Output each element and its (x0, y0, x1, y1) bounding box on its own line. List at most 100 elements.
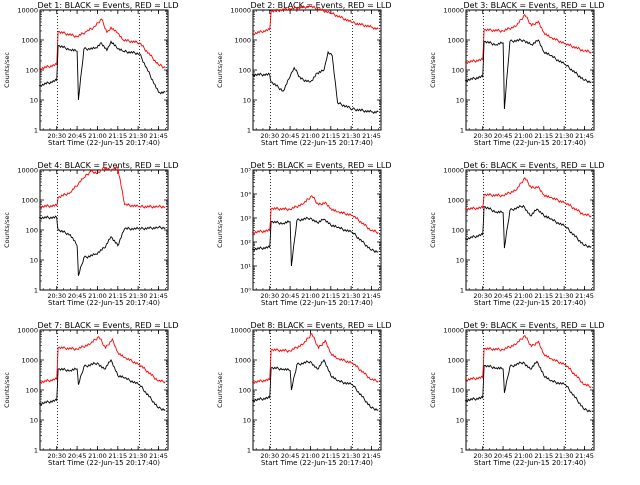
y-axis-label: Counts/sec (3, 212, 11, 248)
x-tick-label: 20:45 (494, 452, 513, 460)
y-tick-label: 10⁰ (240, 287, 251, 295)
y-axis-label: Counts/sec (216, 52, 224, 88)
plot-frame (252, 329, 382, 451)
x-tick-label: 21:30 (129, 452, 148, 460)
y-axis-label: Counts/sec (216, 372, 224, 408)
x-tick-label: 21:15 (534, 292, 553, 300)
panel-3: Det 3: BLACK = Events, RED = LLD Counts/s… (429, 1, 604, 147)
x-tick-label: 21:00 (88, 452, 107, 460)
series-line-events (39, 215, 166, 276)
y-tick-label: 100 (239, 387, 251, 395)
x-tick-label: 21:30 (129, 292, 148, 300)
y-tick-label: 10 (30, 97, 38, 105)
panel-7: Det 7: BLACK = Events, RED = LLD Counts/s… (3, 321, 178, 467)
x-tick-label: 21:00 (514, 292, 533, 300)
series-line-events (465, 360, 592, 413)
x-tick-label: 21:15 (108, 452, 127, 460)
plot-frame (465, 169, 595, 291)
x-tick-label: 20:45 (68, 132, 87, 140)
panel-4: Det 4: BLACK = Events, RED = LLD Counts/s… (3, 161, 178, 307)
x-tick-label: 20:45 (281, 452, 300, 460)
x-tick-label: 21:15 (108, 292, 127, 300)
x-tick-label: 21:15 (108, 132, 127, 140)
y-tick-label: 10 (30, 417, 38, 425)
x-tick-label: 20:45 (494, 132, 513, 140)
series-line-events (252, 359, 379, 411)
series-line-lld (39, 336, 166, 385)
y-tick-label: 10⁴ (240, 191, 251, 199)
y-tick-label: 10⁵ (240, 167, 251, 175)
x-tick-label: 20:30 (47, 132, 66, 140)
series-line-lld (39, 166, 166, 209)
y-tick-label: 1000 (21, 357, 38, 365)
x-tick-label: 21:00 (88, 132, 107, 140)
x-tick-label: 21:00 (301, 292, 320, 300)
y-axis-label: Counts/sec (429, 52, 437, 88)
series-line-lld (465, 13, 592, 65)
x-tick-label: 21:30 (129, 132, 148, 140)
x-tick-label: 21:00 (301, 132, 320, 140)
series-line-lld (252, 332, 379, 385)
x-tick-label: 21:45 (149, 292, 168, 300)
x-tick-label: 21:30 (342, 292, 361, 300)
series-line-lld (252, 195, 379, 235)
y-tick-label: 1000 (447, 197, 464, 205)
x-tick-label: 21:15 (321, 452, 340, 460)
y-tick-label: 10 (456, 97, 464, 105)
y-tick-label: 10000 (443, 167, 464, 175)
series-line-events (252, 216, 379, 267)
plot-frame (252, 169, 382, 291)
series-line-events (464, 204, 592, 249)
y-tick-label: 1000 (21, 197, 38, 205)
y-tick-label: 10000 (443, 7, 464, 15)
y-tick-label: 100 (452, 67, 464, 75)
y-tick-label: 1 (34, 447, 38, 455)
x-axis-label: Start Time (22-Jun-15 20:17:40) (48, 459, 160, 467)
panel-title: Det 7: BLACK = Events, RED = LLD (38, 321, 179, 330)
y-tick-label: 100 (452, 227, 464, 235)
x-tick-label: 21:45 (575, 132, 594, 140)
y-tick-label: 10000 (17, 327, 38, 335)
x-axis-label: Start Time (22-Jun-15 20:17:40) (261, 299, 373, 307)
panel-title: Det 2: BLACK = Events, RED = LLD (251, 1, 392, 10)
x-tick-label: 20:30 (260, 132, 279, 140)
x-tick-label: 21:30 (555, 452, 574, 460)
x-tick-label: 21:45 (362, 132, 381, 140)
y-tick-label: 10 (30, 257, 38, 265)
y-tick-label: 100 (26, 387, 38, 395)
y-tick-label: 10¹ (240, 263, 251, 271)
panel-1: Det 1: BLACK = Events, RED = LLD Counts/s… (3, 1, 178, 147)
y-tick-label: 1 (34, 287, 38, 295)
y-tick-label: 10² (240, 239, 251, 247)
plot-frame (39, 329, 169, 451)
panel-title: Det 5: BLACK = Events, RED = LLD (251, 161, 392, 170)
panel-title: Det 3: BLACK = Events, RED = LLD (464, 1, 605, 10)
x-tick-label: 20:45 (68, 452, 87, 460)
series-line-events (39, 359, 166, 411)
x-tick-label: 20:30 (260, 292, 279, 300)
y-tick-label: 1 (460, 287, 464, 295)
panel-title: Det 1: BLACK = Events, RED = LLD (38, 1, 179, 10)
series-line-lld (38, 18, 166, 71)
y-tick-label: 10 (243, 97, 251, 105)
panel-2: Det 2: BLACK = Events, RED = LLD Counts/s… (216, 1, 391, 147)
x-axis-label: Start Time (22-Jun-15 20:17:40) (261, 139, 373, 147)
y-axis-label: Counts/sec (3, 372, 11, 408)
y-tick-label: 1 (460, 447, 464, 455)
x-tick-label: 21:00 (301, 452, 320, 460)
y-axis-label: Counts/sec (216, 212, 224, 248)
y-tick-label: 1 (247, 447, 251, 455)
x-tick-label: 20:30 (260, 452, 279, 460)
x-tick-label: 21:45 (575, 452, 594, 460)
panel-8: Det 8: BLACK = Events, RED = LLD Counts/s… (216, 321, 391, 467)
panel-title: Det 8: BLACK = Events, RED = LLD (251, 321, 392, 330)
plot-frame (465, 9, 595, 131)
y-tick-label: 10000 (17, 167, 38, 175)
y-tick-label: 100 (239, 67, 251, 75)
y-tick-label: 1 (460, 127, 464, 135)
x-tick-label: 20:30 (473, 452, 492, 460)
x-tick-label: 20:45 (494, 292, 513, 300)
y-tick-label: 10000 (230, 327, 251, 335)
